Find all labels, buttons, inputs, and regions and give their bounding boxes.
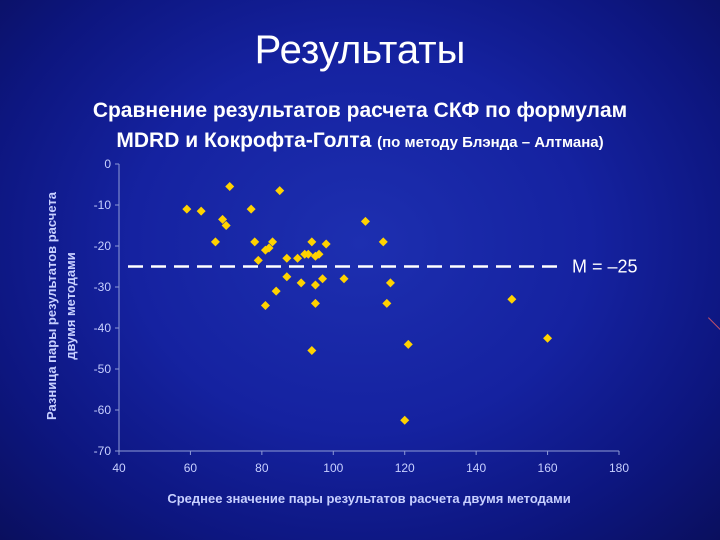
y-axis-label-line-2: двумя методами: [63, 252, 78, 360]
data-point: [275, 186, 285, 196]
subtitle-line-2-main: MDRD и Кокрофта-Голта: [116, 129, 372, 152]
data-point: [221, 221, 231, 230]
slide-subtitle: Сравнение результатов расчета СКФ по фор…: [0, 96, 720, 158]
subtitle-line-2: MDRD и Кокрофта-Голта (по методу Блэнда …: [0, 126, 720, 158]
x-tick-label: 120: [395, 461, 415, 475]
data-point: [310, 298, 320, 308]
data-point: [507, 294, 517, 304]
mean-line-group: М = –25: [128, 257, 638, 277]
x-axis-label: Среднее значение пары результатов расчет…: [167, 491, 570, 506]
data-point: [264, 243, 274, 253]
data-point: [307, 346, 317, 356]
subtitle-line-1: Сравнение результатов расчета СКФ по фор…: [92, 99, 628, 122]
chart-points: [182, 182, 553, 425]
data-point: [321, 239, 331, 249]
data-point: [253, 255, 263, 265]
y-tick-label: -10: [94, 198, 112, 212]
data-point: [293, 253, 303, 263]
data-point: [403, 339, 413, 349]
y-tick-label: -40: [94, 321, 112, 335]
x-tick-label: 40: [112, 461, 126, 475]
data-point: [339, 274, 349, 284]
data-point: [307, 237, 317, 247]
data-point: [385, 278, 395, 288]
data-point: [271, 286, 281, 296]
x-tick-label: 60: [184, 461, 198, 475]
y-tick-label: 0: [104, 157, 111, 171]
data-point: [196, 206, 206, 216]
data-point: [314, 249, 324, 259]
data-point: [360, 216, 370, 226]
data-point: [378, 237, 388, 247]
x-tick-label: 100: [323, 461, 343, 475]
subtitle-line-2-small: (по методу Блэнда – Алтмана): [377, 134, 604, 151]
data-point: [218, 214, 228, 224]
y-tick-label: -70: [94, 444, 112, 458]
y-tick-label: -60: [94, 403, 112, 417]
data-point: [250, 237, 260, 247]
y-tick-label: -20: [94, 239, 112, 253]
data-point: [182, 204, 192, 214]
data-point: [310, 280, 320, 290]
data-point: [210, 237, 220, 247]
data-point: [543, 333, 553, 343]
data-point: [246, 204, 256, 214]
data-point: [282, 253, 292, 263]
x-tick-label: 180: [609, 461, 629, 475]
data-point: [303, 249, 313, 259]
data-point: [400, 415, 410, 425]
x-tick-label: 80: [255, 461, 269, 475]
x-tick-label: 140: [466, 461, 486, 475]
slide-title: Результаты: [254, 28, 466, 72]
data-point: [260, 300, 270, 310]
chart-axes: [118, 164, 619, 452]
y-axis-label-line-1: Разница пары результатов расчета: [44, 191, 59, 420]
data-point: [318, 274, 328, 284]
mean-line-label: М = –25: [572, 257, 638, 277]
data-point: [268, 237, 278, 247]
data-point: [296, 278, 306, 288]
data-point: [225, 182, 235, 192]
data-point: [382, 298, 392, 308]
y-tick-label: -50: [94, 362, 112, 376]
x-tick-label: 160: [538, 461, 558, 475]
data-point: [282, 272, 292, 282]
y-tick-label: -30: [94, 280, 112, 294]
